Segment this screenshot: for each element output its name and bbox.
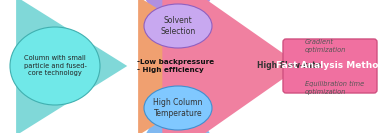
Text: Gradient
optimization: Gradient optimization: [305, 39, 346, 53]
Text: Equilibration time
optimization: Equilibration time optimization: [305, 81, 364, 95]
Text: Column with small
particle and fused-
core technology: Column with small particle and fused- co…: [23, 55, 87, 76]
Text: High Flow-rate: High Flow-rate: [257, 61, 321, 70]
Ellipse shape: [144, 4, 212, 48]
Text: Fast Analysis Method: Fast Analysis Method: [276, 61, 378, 70]
FancyBboxPatch shape: [283, 39, 377, 93]
Text: High Column
Temperature: High Column Temperature: [153, 98, 203, 118]
Text: -Low backpressure
- High efficiency: -Low backpressure - High efficiency: [137, 59, 214, 73]
Ellipse shape: [144, 86, 212, 130]
Ellipse shape: [10, 27, 100, 105]
Text: Solvent
Selection: Solvent Selection: [160, 16, 196, 36]
